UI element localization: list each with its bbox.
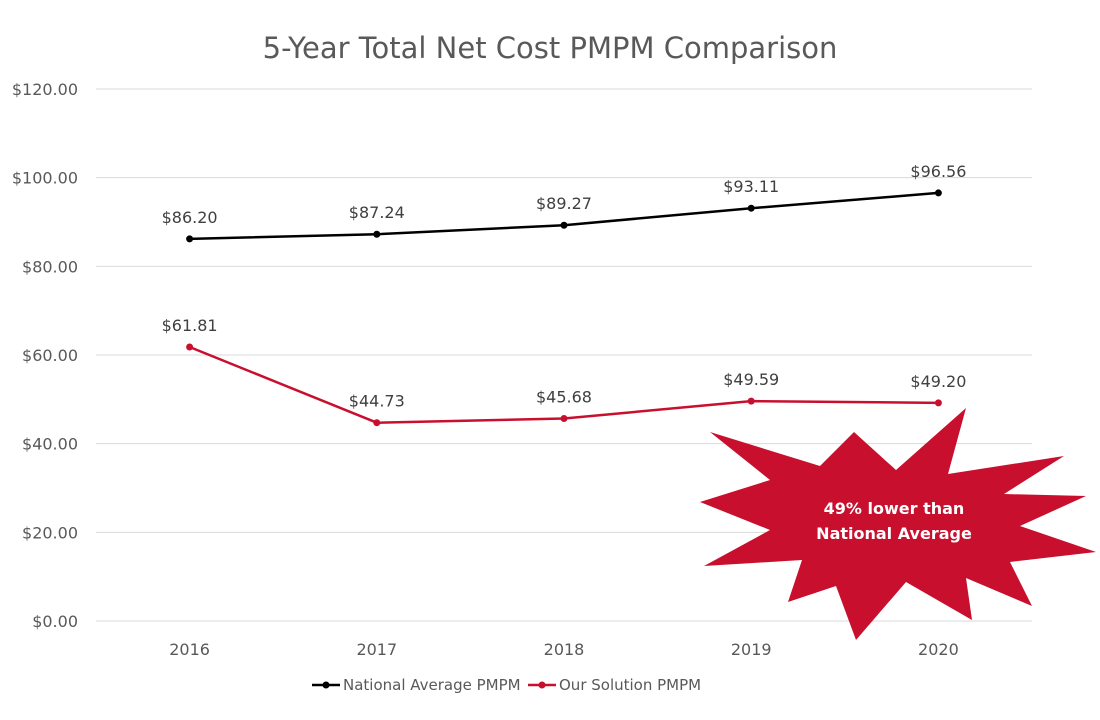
chart-title: 5-Year Total Net Cost PMPM Comparison [263,31,838,65]
data-point [747,397,755,405]
data-label: $61.81 [162,316,218,335]
callout-annotation: 49% lower than National Average [700,408,1096,640]
y-tick-label: $120.00 [12,80,78,99]
data-label: $89.27 [536,194,592,213]
x-tick-label: 2020 [918,640,959,659]
data-label: $49.20 [910,372,966,391]
legend-entry: National Average PMPM [312,676,521,694]
data-label: $93.11 [723,177,779,196]
data-label: $45.68 [536,387,592,406]
x-tick-label: 2018 [544,640,585,659]
x-tick-label: 2017 [356,640,397,659]
gridlines [96,88,1032,622]
y-tick-label: $0.00 [32,612,78,631]
data-point [373,230,381,238]
data-label: $96.56 [910,162,966,181]
data-point [560,221,568,229]
legend-entry: Our Solution PMPM [528,676,701,694]
series-our-solution: $61.81 $44.73 $45.68 $49.59 $49.20 [162,316,966,427]
legend-label: Our Solution PMPM [559,676,701,694]
data-label: $44.73 [349,392,405,411]
data-point [186,343,194,351]
y-tick-label: $80.00 [22,257,78,276]
starburst-shape [700,408,1096,640]
series-line [189,345,939,424]
legend-point-marker [538,681,546,689]
y-axis-tick-labels: $0.00 $20.00 $40.00 $60.00 $80.00 $100.00 $120… [12,80,78,631]
data-point [747,204,755,212]
x-axis-tick-labels: 2016 2017 2018 2019 2020 [169,640,959,659]
data-label: $87.24 [349,203,405,222]
data-point [560,414,568,422]
legend: National Average PMPM Our Solution PMPM [312,676,701,694]
data-label: $49.59 [723,370,779,389]
callout-text-line: National Average [816,524,972,543]
legend-point-marker [322,681,330,689]
data-point [373,419,381,427]
y-tick-label: $60.00 [22,346,78,365]
callout-text-line: 49% lower than [824,499,965,518]
series-layer: $86.20 $87.24 $89.27 $93.11 $96.56 $61.81 $44.… [162,162,966,427]
data-point [934,399,942,407]
data-point [934,189,942,197]
data-label: $86.20 [162,208,218,227]
x-tick-label: 2016 [169,640,210,659]
y-tick-label: $40.00 [22,435,78,454]
y-tick-label: $100.00 [12,169,78,188]
x-tick-label: 2019 [731,640,772,659]
y-tick-label: $20.00 [22,523,78,542]
legend-label: National Average PMPM [343,676,521,694]
data-point [186,235,194,243]
series-national-average: $86.20 $87.24 $89.27 $93.11 $96.56 [162,162,966,243]
